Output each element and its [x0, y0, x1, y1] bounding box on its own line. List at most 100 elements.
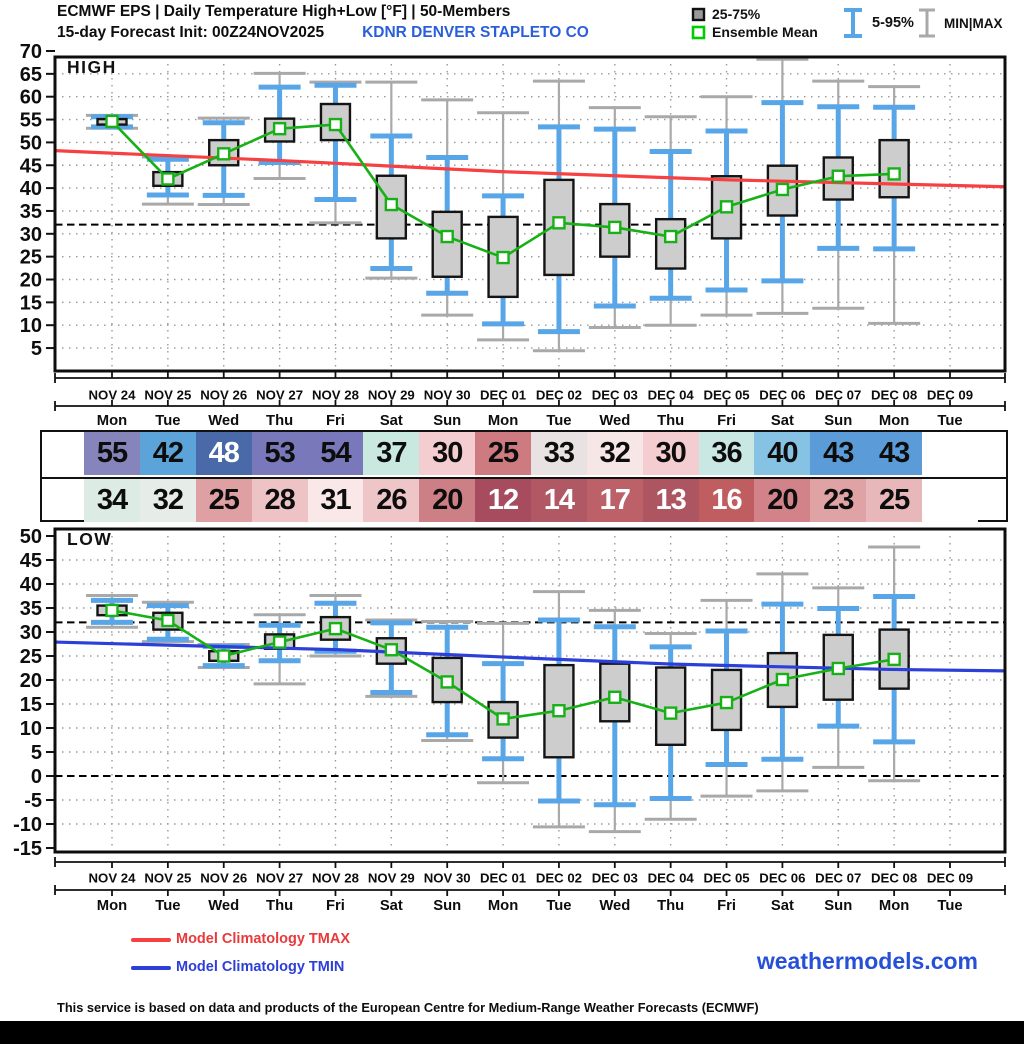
high-temp-cell: 30 [419, 432, 476, 475]
svg-text:-5: -5 [24, 790, 42, 812]
date-label: DEC 06 [759, 871, 805, 886]
date-label: DEC 05 [703, 871, 749, 886]
ensemble-mean-marker [272, 121, 287, 136]
svg-text:-15: -15 [13, 838, 42, 860]
date-label: NOV 24 [89, 871, 137, 886]
ensemble-mean-marker [496, 250, 510, 265]
footer-note: This service is based on data and produc… [57, 1000, 759, 1015]
svg-text:50: 50 [20, 526, 42, 548]
station-label: KDNR DENVER STAPLETO CO [362, 24, 589, 41]
ensemble-mean-marker [217, 649, 231, 663]
climatology-line [54, 640, 1006, 673]
date-label: NOV 25 [144, 871, 191, 886]
svg-text:25: 25 [20, 646, 42, 668]
svg-text:55: 55 [20, 110, 42, 132]
date-label: NOV 30 [424, 388, 471, 403]
low-temp-cell: 20 [754, 479, 811, 522]
whisker-minmax-icon [919, 8, 935, 38]
date-label: NOV 24 [89, 388, 137, 403]
ensemble-mean-marker [719, 695, 734, 710]
dow-label: Tue [546, 898, 571, 914]
dow-label: Mon [879, 898, 909, 914]
svg-text:10: 10 [20, 315, 42, 337]
ensemble-mean-marker [552, 704, 566, 718]
high-temp-cell: 37 [363, 432, 420, 475]
date-label: DEC 05 [703, 388, 749, 403]
ensemble-mean-marker [887, 652, 901, 667]
ensemble-mean-marker [440, 675, 454, 689]
svg-text:0: 0 [31, 766, 42, 788]
legend-mean-row: Ensemble Mean [691, 24, 818, 40]
svg-text:-10: -10 [13, 814, 42, 836]
svg-text:50: 50 [20, 132, 42, 154]
dow-label: Thu [266, 413, 293, 429]
dow-label: Tue [937, 413, 962, 429]
legend-2575-label: 25-75% [712, 6, 761, 22]
low-temp-cell: 26 [363, 479, 420, 522]
ensemble-mean-marker [831, 661, 845, 676]
date-label: DEC 02 [536, 388, 582, 403]
high-temp-cell: 53 [251, 432, 308, 475]
brand-link[interactable]: weathermodels.com [756, 948, 978, 974]
svg-text:30: 30 [20, 622, 42, 644]
dow-label: Sun [433, 898, 461, 914]
dow-label: Sun [824, 413, 852, 429]
svg-text:10: 10 [20, 718, 42, 740]
svg-text:35: 35 [20, 598, 42, 620]
ensemble-mean-marker [663, 229, 678, 244]
date-label: DEC 03 [592, 388, 638, 403]
date-label: NOV 26 [200, 388, 247, 403]
dow-label: Mon [879, 413, 909, 429]
low-temp-cell: 25 [866, 479, 923, 522]
high-temp-cell: 36 [698, 432, 755, 475]
date-label: DEC 04 [648, 871, 695, 886]
high-temp-cell: 42 [139, 432, 196, 475]
dow-label: Sun [824, 898, 852, 914]
legend-mean-label: Ensemble Mean [712, 24, 818, 40]
ensemble-mean-marker [887, 167, 901, 181]
init-label: 15-day Forecast Init: 00Z24NOV2025 [57, 24, 325, 41]
tmin-legend-label: Model Climatology TMIN [176, 959, 345, 975]
dow-label: Fri [326, 898, 345, 914]
low-temp-cell: 23 [810, 479, 867, 522]
dow-label: Fri [717, 898, 736, 914]
high-temp-cell: 30 [642, 432, 699, 475]
ensemble-mean-icon [691, 25, 706, 39]
dow-label: Sat [380, 413, 403, 429]
ensemble-mean-marker [719, 200, 734, 214]
bottom-bar [0, 1021, 1024, 1044]
ensemble-mean-marker [105, 114, 119, 129]
ensemble-mean-marker [663, 706, 678, 720]
page-header: ECMWF EPS | Daily Temperature High+Low [… [57, 3, 589, 42]
low-temp-cell: 34 [84, 479, 140, 522]
low-temp-cell: 17 [586, 479, 643, 522]
dow-label: Thu [657, 898, 684, 914]
dow-label: Tue [937, 898, 962, 914]
date-label: DEC 09 [927, 871, 973, 886]
box-2575-icon [691, 7, 706, 21]
date-label: DEC 09 [927, 388, 973, 403]
dow-label: Wed [599, 413, 630, 429]
date-label: DEC 01 [480, 871, 526, 886]
svg-text:5: 5 [31, 742, 42, 764]
dow-label: Sat [771, 898, 794, 914]
ensemble-mean-marker [831, 169, 845, 183]
date-label: DEC 01 [480, 388, 526, 403]
low-temp-cell: 14 [531, 479, 587, 522]
high-temp-cell: 43 [810, 432, 867, 475]
ensemble-mean-marker [384, 643, 399, 657]
svg-text:40: 40 [20, 574, 42, 596]
climatology-line [54, 149, 1006, 189]
panel-title: LOW [67, 529, 112, 549]
date-label: DEC 07 [815, 388, 861, 403]
init-line: 15-day Forecast Init: 00Z24NOV2025 KDNR D… [57, 24, 589, 42]
ensemble-mean-marker [384, 197, 399, 212]
tmax-line-swatch [131, 938, 171, 942]
high-temp-cell: 54 [307, 432, 364, 475]
svg-text:15: 15 [20, 694, 42, 716]
dow-label: Mon [97, 898, 127, 914]
low-temp-cell [922, 479, 978, 522]
ensemble-mean-marker [608, 690, 622, 704]
